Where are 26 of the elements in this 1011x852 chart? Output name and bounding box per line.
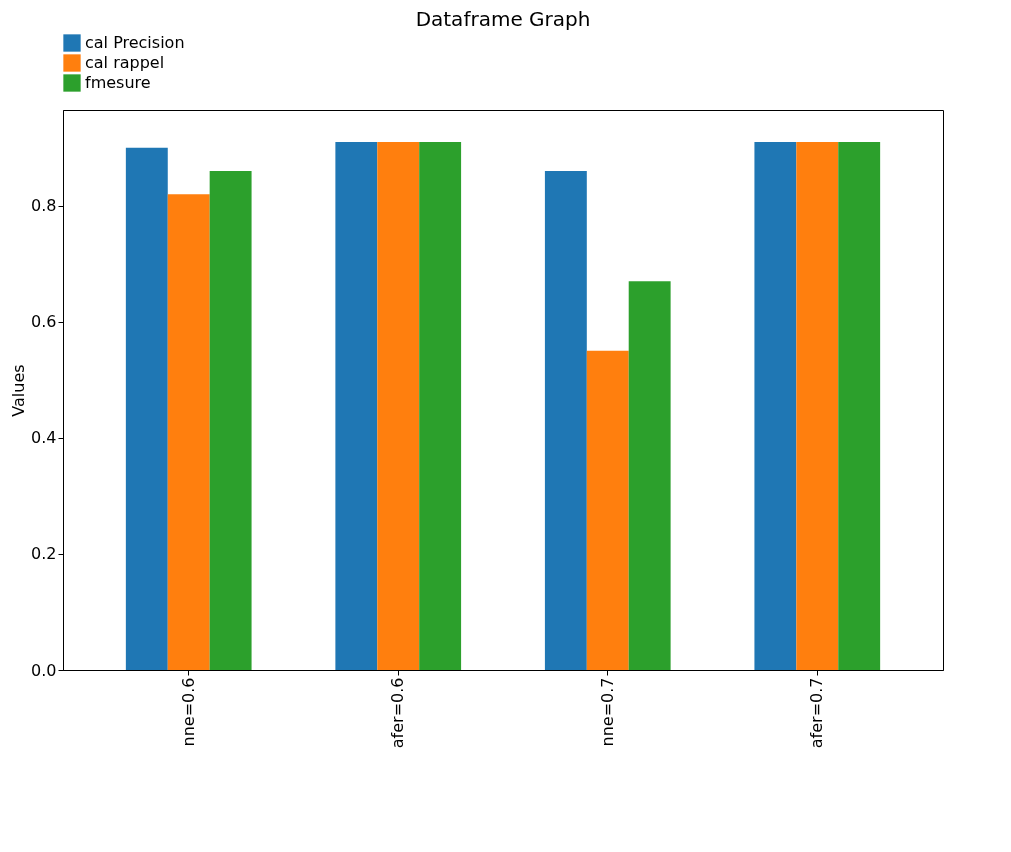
bar <box>125 147 168 670</box>
y-tick-label: 0.6 <box>31 312 57 332</box>
y-tick-label: 0.2 <box>31 544 57 564</box>
bar <box>628 281 671 670</box>
x-tick-label: nne=0.7 <box>597 677 617 747</box>
legend-label: cal Precision <box>85 33 185 52</box>
bar <box>838 141 881 670</box>
bar <box>167 194 210 670</box>
y-tick-label: 0.4 <box>31 428 57 448</box>
chart-title: Dataframe Graph <box>415 7 591 31</box>
bar <box>586 350 629 670</box>
legend-label: fmesure <box>85 73 151 92</box>
legend-label: cal rappel <box>85 53 165 72</box>
x-tick-label: nne=0.6 <box>178 677 198 747</box>
bar <box>377 141 420 670</box>
x-tick-label: afer=0.6 <box>388 677 408 749</box>
bar <box>796 141 839 670</box>
bar <box>544 170 587 670</box>
y-tick-label: 0.0 <box>31 660 57 680</box>
bar <box>419 141 462 670</box>
y-tick-label: 0.8 <box>31 196 57 216</box>
x-tick-label: afer=0.7 <box>807 677 827 749</box>
bar <box>335 141 378 670</box>
bar <box>754 141 797 670</box>
bar <box>209 170 252 670</box>
y-axis-title: Values <box>9 364 29 417</box>
